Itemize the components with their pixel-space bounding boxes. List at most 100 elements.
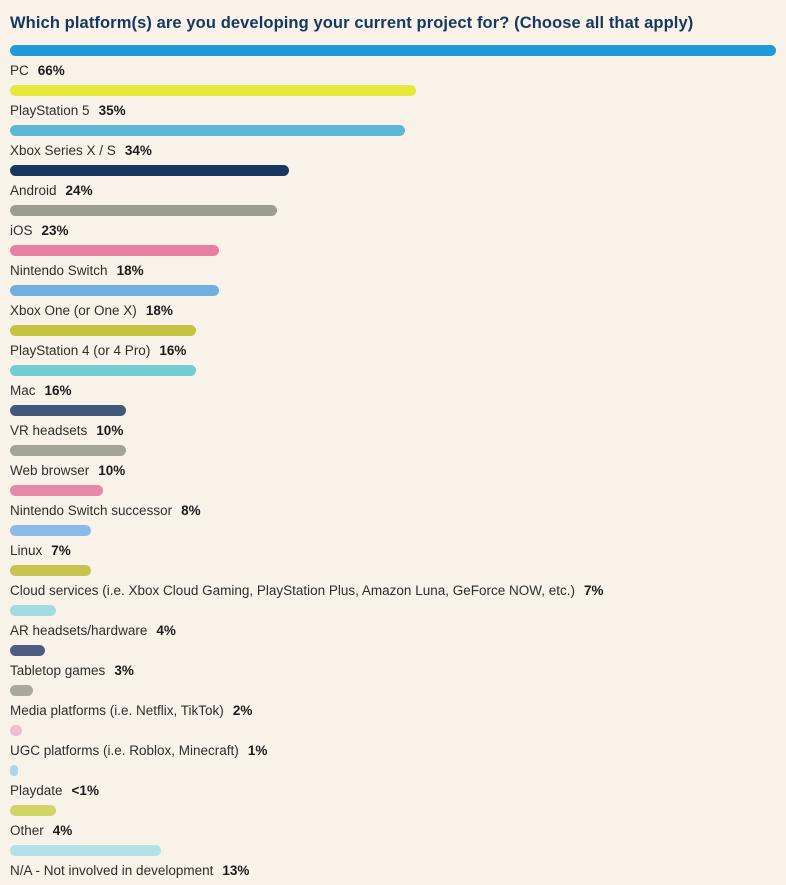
bar-n-a-not-involved-in-development — [10, 845, 161, 856]
chart-row: Tabletop games 3% — [10, 645, 776, 685]
bar-label: Cloud services (i.e. Xbox Cloud Gaming, … — [10, 583, 575, 598]
bar-android — [10, 165, 289, 176]
bar-tabletop-games — [10, 645, 45, 656]
chart-row: N/A - Not involved in development 13% — [10, 845, 776, 885]
chart-row: Nintendo Switch successor 8% — [10, 485, 776, 525]
bar-label: Xbox One (or One X) — [10, 303, 137, 318]
chart-row: Xbox Series X / S 34% — [10, 125, 776, 165]
bar-percentage: 23% — [41, 223, 69, 238]
bar-label-line: Android 24% — [10, 183, 776, 198]
bar-percentage: 10% — [98, 463, 126, 478]
bar-other — [10, 805, 57, 816]
chart-row: AR headsets/hardware 4% — [10, 605, 776, 645]
chart-row: Xbox One (or One X) 18% — [10, 285, 776, 325]
chart-row: PC 66% — [10, 45, 776, 85]
chart-row: Android 24% — [10, 165, 776, 205]
bar-label-line: Tabletop games 3% — [10, 663, 776, 678]
bar-label: N/A - Not involved in development — [10, 863, 214, 878]
bar-label-line: VR headsets 10% — [10, 423, 776, 438]
bar-label: iOS — [10, 223, 33, 238]
bar-label: Android — [10, 183, 57, 198]
chart-row: Cloud services (i.e. Xbox Cloud Gaming, … — [10, 565, 776, 605]
bar-label: Nintendo Switch — [10, 263, 108, 278]
bar-label-line: Nintendo Switch successor 8% — [10, 503, 776, 518]
bar-ar-headsets-hardware — [10, 605, 57, 616]
bar-ugc-platforms-i-e-roblox-minecraft — [10, 725, 22, 736]
bar-label-line: Other 4% — [10, 823, 776, 838]
bar-label-line: PlayStation 4 (or 4 Pro) 16% — [10, 343, 776, 358]
bar-percentage: 13% — [222, 863, 250, 878]
bar-label: Web browser — [10, 463, 90, 478]
bar-label: Linux — [10, 543, 43, 558]
bar-playdate — [10, 765, 18, 776]
bar-percentage: 35% — [98, 103, 126, 118]
bar-label: UGC platforms (i.e. Roblox, Minecraft) — [10, 743, 239, 758]
bar-label-line: N/A - Not involved in development 13% — [10, 863, 776, 878]
bar-percentage: 1% — [247, 743, 268, 758]
bar-label-line: Linux 7% — [10, 543, 776, 558]
bar-label: Playdate — [10, 783, 63, 798]
bar-percentage: 16% — [159, 343, 187, 358]
bar-label: VR headsets — [10, 423, 88, 438]
chart-row: Mac 16% — [10, 365, 776, 405]
bar-cloud-services-i-e-xbox-cloud-gaming-playstation-plus-amazon-luna-geforce-now-etc — [10, 565, 92, 576]
bar-percentage: 18% — [145, 303, 173, 318]
bar-label-line: UGC platforms (i.e. Roblox, Minecraft) 1% — [10, 743, 776, 758]
bar-label: AR headsets/hardware — [10, 623, 148, 638]
bar-percentage: 4% — [52, 823, 73, 838]
chart-row: PlayStation 4 (or 4 Pro) 16% — [10, 325, 776, 365]
chart-row: PlayStation 5 35% — [10, 85, 776, 125]
bar-percentage: <1% — [71, 783, 99, 798]
bar-web-browser — [10, 445, 127, 456]
chart-row: iOS 23% — [10, 205, 776, 245]
chart-row: UGC platforms (i.e. Roblox, Minecraft) 1% — [10, 725, 776, 765]
bar-label: Nintendo Switch successor — [10, 503, 173, 518]
bar-label-line: iOS 23% — [10, 223, 776, 238]
bar-label-line: AR headsets/hardware 4% — [10, 623, 776, 638]
bar-label: Xbox Series X / S — [10, 143, 116, 158]
bar-percentage: 2% — [232, 703, 253, 718]
bar-label-line: Xbox Series X / S 34% — [10, 143, 776, 158]
bar-percentage: 8% — [181, 503, 201, 518]
bar-label-line: Xbox One (or One X) 18% — [10, 303, 776, 318]
bar-label: Mac — [10, 383, 36, 398]
chart-row: Nintendo Switch 18% — [10, 245, 776, 285]
bar-playstation-4-or-4-pro — [10, 325, 196, 336]
bar-pc — [10, 45, 776, 56]
bar-percentage: 34% — [124, 143, 152, 158]
chart-row: Other 4% — [10, 805, 776, 845]
chart-row: Linux 7% — [10, 525, 776, 565]
bar-percentage: 66% — [37, 63, 65, 78]
bar-percentage: 3% — [114, 663, 134, 678]
bar-ios — [10, 205, 277, 216]
bar-nintendo-switch-successor — [10, 485, 103, 496]
bar-percentage: 18% — [116, 263, 144, 278]
bar-label-line: PC 66% — [10, 63, 776, 78]
bar-media-platforms-i-e-netflix-tiktok — [10, 685, 34, 696]
bar-percentage: 24% — [65, 183, 93, 198]
bar-playstation-5 — [10, 85, 417, 96]
bar-label: Tabletop games — [10, 663, 106, 678]
bar-percentage: 10% — [96, 423, 124, 438]
bar-label: Other — [10, 823, 44, 838]
bar-percentage: 7% — [51, 543, 71, 558]
bar-chart: PC 66% PlayStation 5 35% Xbox Series X / S 34… — [10, 45, 776, 885]
bar-label-line: Cloud services (i.e. Xbox Cloud Gaming, … — [10, 583, 776, 598]
bar-mac — [10, 365, 196, 376]
bar-percentage: 7% — [584, 583, 604, 598]
bar-label-line: Media platforms (i.e. Netflix, TikTok) 2% — [10, 703, 776, 718]
bar-label-line: Web browser 10% — [10, 463, 776, 478]
bar-label-line: PlayStation 5 35% — [10, 103, 776, 118]
bar-label: PlayStation 5 — [10, 103, 90, 118]
bar-label: PlayStation 4 (or 4 Pro) — [10, 343, 151, 358]
bar-label: PC — [10, 63, 29, 78]
chart-title: Which platform(s) are you developing you… — [10, 14, 694, 32]
chart-row: Playdate <1% — [10, 765, 776, 805]
bar-percentage: 16% — [44, 383, 72, 398]
bar-xbox-one-or-one-x — [10, 285, 219, 296]
chart-row: VR headsets 10% — [10, 405, 776, 445]
bar-vr-headsets — [10, 405, 127, 416]
chart-row: Web browser 10% — [10, 445, 776, 485]
bar-label-line: Nintendo Switch 18% — [10, 263, 776, 278]
